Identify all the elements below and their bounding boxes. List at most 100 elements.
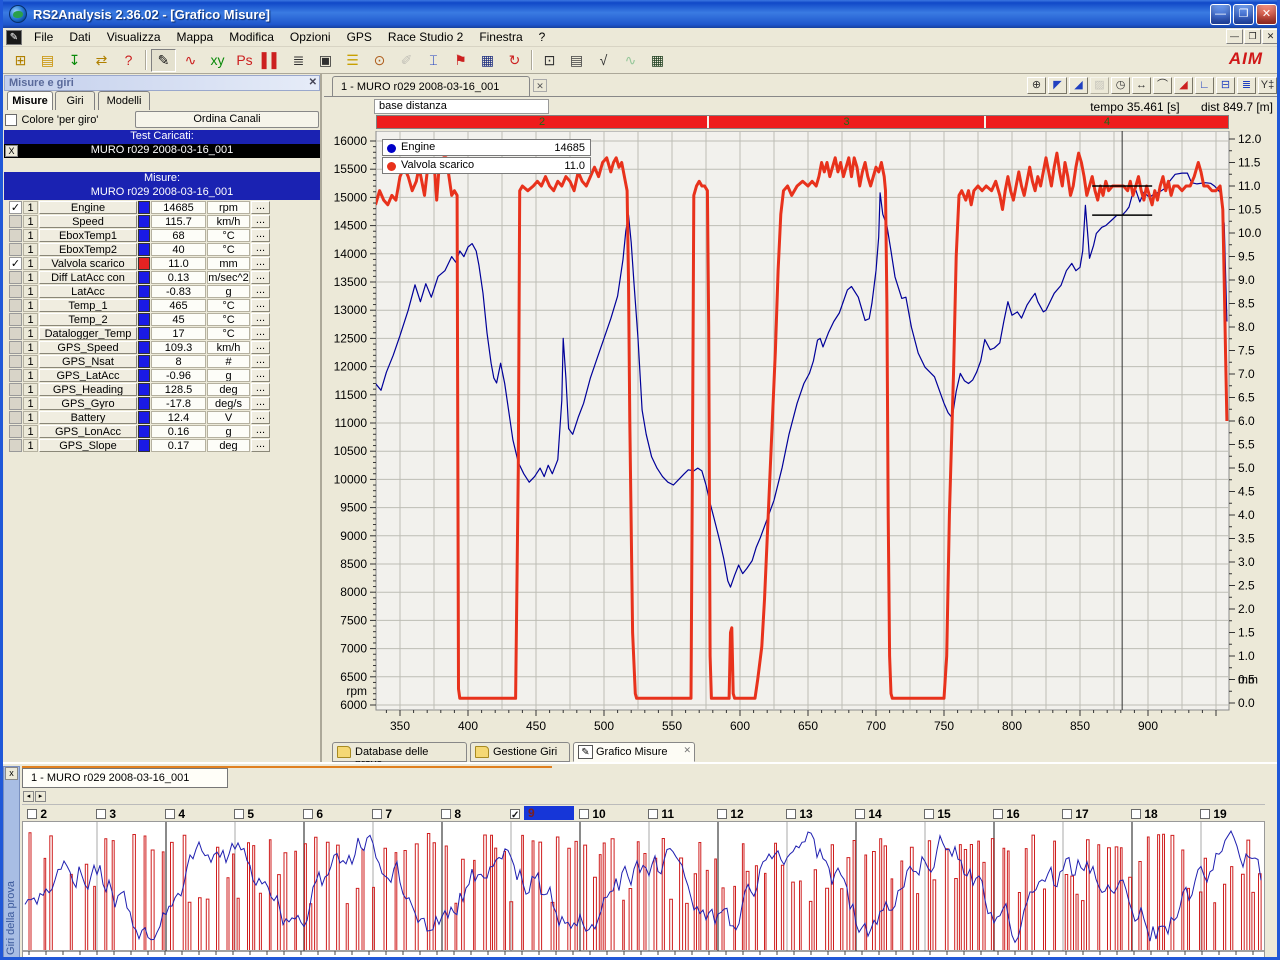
channel-options-button[interactable]: ... — [251, 327, 270, 340]
channel-name-button[interactable]: GPS_Nsat — [39, 355, 137, 368]
channel-color-swatch[interactable] — [138, 439, 150, 452]
lap-checkbox-9[interactable]: ✓ 9 — [510, 806, 579, 821]
channel-color-swatch[interactable] — [138, 411, 150, 424]
lap-checkbox-8[interactable]: 8 — [441, 806, 510, 821]
open-test-icon[interactable]: ⊞ — [14, 51, 27, 68]
cursor-width-icon[interactable]: ⌶ — [429, 51, 438, 68]
channel-visible-checkbox[interactable] — [9, 229, 22, 242]
laps-panel-close-icon[interactable]: x — [5, 767, 18, 780]
report-window-icon[interactable]: ▣ — [318, 51, 333, 68]
chart-tab-close-icon[interactable]: ✕ — [533, 79, 547, 92]
channel-options-button[interactable]: ... — [251, 243, 270, 256]
channel-name-button[interactable]: EboxTemp2 — [39, 243, 137, 256]
print-preview-icon[interactable]: ⊡ — [543, 51, 556, 68]
layout-multi-icon[interactable]: ≣ — [1237, 77, 1256, 94]
channel-name-button[interactable]: GPS_Slope — [39, 439, 137, 452]
test-close-button[interactable]: X — [5, 145, 18, 157]
device-icon[interactable]: ▦ — [480, 51, 495, 68]
layout-split-icon[interactable]: ⊟ — [1216, 77, 1235, 94]
lap-checkbox-6[interactable]: 6 — [303, 806, 372, 821]
tab-gestione-giri[interactable]: Gestione Giri — [470, 742, 570, 762]
channel-options-button[interactable]: ... — [251, 313, 270, 326]
menu-item-race-studio-2[interactable]: Race Studio 2 — [387, 30, 464, 44]
channel-name-button[interactable]: LatAcc — [39, 285, 137, 298]
channel-color-swatch[interactable] — [138, 257, 150, 270]
lap-checkbox-18[interactable]: 18 — [1131, 806, 1200, 821]
channel-options-button[interactable]: ... — [251, 411, 270, 424]
math-icon[interactable]: √ — [599, 51, 608, 68]
channel-options-button[interactable]: ... — [251, 257, 270, 270]
channel-name-button[interactable]: GPS_Speed — [39, 341, 137, 354]
channel-color-swatch[interactable] — [138, 369, 150, 382]
channel-visible-checkbox[interactable] — [9, 397, 22, 410]
tab-giri[interactable]: Giri — [55, 91, 95, 110]
tab-database-delle-prove[interactable]: Database delle prove — [332, 742, 467, 770]
ps-graph-icon[interactable]: Ps — [236, 51, 253, 68]
tab-misure[interactable]: Misure — [7, 91, 53, 110]
base-distanza-field[interactable]: base distanza — [374, 99, 549, 114]
measures-panel-close-icon[interactable]: ✕ — [308, 77, 317, 88]
channel-options-button[interactable]: ... — [251, 439, 270, 452]
tab-grafico-close-icon[interactable]: ✕ — [683, 745, 691, 755]
channel-color-swatch[interactable] — [138, 299, 150, 312]
mdi-minimize-button[interactable]: — — [1226, 29, 1243, 44]
channel-color-swatch[interactable] — [138, 327, 150, 340]
channel-name-button[interactable]: EboxTemp1 — [39, 229, 137, 242]
channel-color-swatch[interactable] — [138, 229, 150, 242]
channel-options-button[interactable]: ... — [251, 285, 270, 298]
gauge-icon[interactable]: ⊙ — [373, 51, 386, 68]
delta-icon[interactable]: ◢ — [1174, 77, 1193, 94]
channel-visible-checkbox[interactable] — [9, 285, 22, 298]
restore-button[interactable]: ❐ — [1233, 3, 1254, 25]
measures-graph-icon[interactable]: ✎ — [151, 48, 176, 72]
laps-strip-chart[interactable] — [22, 821, 1265, 957]
channel-options-button[interactable]: ... — [251, 201, 270, 214]
lap-checkbox-15[interactable]: 15 — [924, 806, 993, 821]
laps-nav-left-button[interactable]: ◂ — [23, 791, 34, 802]
minimize-button[interactable]: — — [1210, 3, 1231, 25]
lap-checkbox-10[interactable]: 10 — [579, 806, 648, 821]
menu-item--[interactable]: ? — [538, 30, 546, 44]
mdi-close-button[interactable]: ✕ — [1262, 29, 1277, 44]
legend-valvola[interactable]: Valvola scarico 11.0 — [382, 157, 591, 174]
measures-plot[interactable]: 6000 6500 7000 7500 8000 8500 9000 9500 10000 105… — [324, 131, 1280, 739]
channel-visible-checkbox[interactable] — [9, 327, 22, 340]
channel-name-button[interactable]: Speed — [39, 215, 137, 228]
channel-visible-checkbox[interactable] — [9, 439, 22, 452]
zoom-menu-icon[interactable]: ◢ — [1069, 77, 1088, 94]
lap-checkbox-4[interactable]: 4 — [165, 806, 234, 821]
channel-color-swatch[interactable] — [138, 383, 150, 396]
channel-options-button[interactable]: ... — [251, 369, 270, 382]
channel-options-button[interactable]: ... — [251, 397, 270, 410]
legend-engine[interactable]: Engine 14685 — [382, 139, 591, 156]
channel-visible-checkbox[interactable]: ✓ — [9, 257, 22, 270]
track-map-icon[interactable]: ↻ — [508, 51, 521, 68]
layout-single-icon[interactable]: ∟ — [1195, 77, 1214, 94]
channel-visible-checkbox[interactable] — [9, 369, 22, 382]
channel-visible-checkbox[interactable] — [9, 299, 22, 312]
channel-options-button[interactable]: ... — [251, 341, 270, 354]
report-icon[interactable]: ≣ — [292, 51, 305, 68]
lap-checkbox-2[interactable]: 2 — [27, 806, 96, 821]
channel-visible-checkbox[interactable] — [9, 313, 22, 326]
channel-visible-checkbox[interactable] — [9, 355, 22, 368]
channel-visible-checkbox[interactable] — [9, 243, 22, 256]
channel-options-button[interactable]: ... — [251, 425, 270, 438]
channel-color-swatch[interactable] — [138, 355, 150, 368]
channel-color-swatch[interactable] — [138, 243, 150, 256]
histogram-icon[interactable]: ∿ — [184, 51, 197, 68]
lap-checkbox-3[interactable]: 3 — [96, 806, 165, 821]
tab-grafico-misure[interactable]: ✎ Grafico Misure ✕ — [573, 742, 695, 762]
import-data-icon[interactable]: ↧ — [68, 51, 81, 68]
channel-name-button[interactable]: Engine — [39, 201, 137, 214]
channel-options-button[interactable]: ... — [251, 215, 270, 228]
channel-color-swatch[interactable] — [138, 285, 150, 298]
mdi-restore-button[interactable]: ❐ — [1244, 29, 1261, 44]
channel-name-button[interactable]: Diff LatAcc con — [39, 271, 137, 284]
channel-options-button[interactable]: ... — [251, 383, 270, 396]
channel-name-button[interactable]: Valvola scarico — [39, 257, 137, 270]
channel-visible-checkbox[interactable] — [9, 341, 22, 354]
move-test-icon[interactable]: ⇄ — [95, 51, 108, 68]
lap-bar-segment-4[interactable]: 4 — [986, 116, 1228, 128]
tools-icon[interactable]: ✐ — [400, 51, 413, 68]
